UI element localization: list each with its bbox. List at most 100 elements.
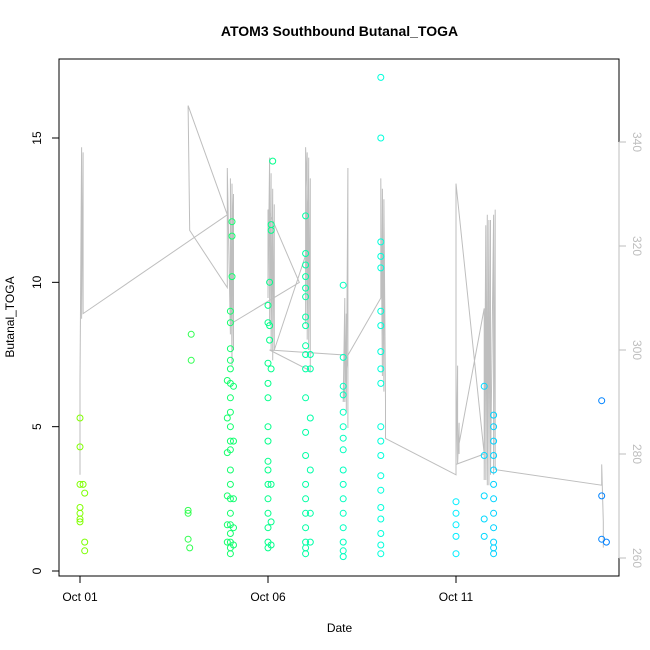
data-point [223, 449, 231, 457]
data-point [302, 550, 310, 558]
data-point [377, 264, 385, 272]
data-point [76, 504, 84, 511]
data-point [490, 411, 498, 419]
data-point [377, 541, 385, 549]
data-point [223, 414, 231, 422]
data-point [480, 382, 488, 390]
right-tick-label: 320 [630, 236, 644, 256]
y-tick-label: 15 [30, 131, 44, 145]
data-point [226, 394, 234, 402]
data-point [598, 397, 606, 405]
data-point [377, 322, 385, 330]
data-point [226, 423, 234, 431]
data-point [230, 382, 237, 390]
data-point [490, 509, 498, 517]
data-point [302, 480, 310, 488]
data-point [306, 414, 314, 422]
data-point [377, 307, 385, 315]
plot-frame [58, 58, 620, 577]
data-point [264, 524, 272, 532]
data-point [76, 480, 84, 488]
data-point [264, 457, 272, 465]
points-layer [76, 73, 610, 561]
data-point [302, 212, 310, 220]
data-point [339, 524, 347, 532]
data-point [377, 348, 385, 356]
data-point [339, 353, 347, 361]
data-point [480, 492, 488, 500]
chart-title: ATOM3 Southbound Butanal_TOGA [221, 23, 458, 39]
data-point [264, 423, 272, 431]
data-point [480, 532, 488, 540]
data-point [339, 466, 347, 474]
data-point [339, 509, 347, 517]
data-point [266, 336, 274, 344]
data-point [264, 480, 272, 488]
data-point [339, 495, 347, 503]
right-axis-line-series [79, 105, 604, 548]
data-point [226, 550, 234, 558]
data-point [377, 452, 385, 459]
data-point [306, 466, 314, 474]
data-point [339, 423, 347, 431]
y-axis-left: 0 5 10 15 [30, 131, 60, 574]
data-point [184, 506, 192, 514]
data-point [264, 379, 272, 387]
data-point [377, 365, 385, 373]
data-point [306, 509, 314, 517]
y-axis-title: Butanal_TOGA [3, 276, 17, 357]
y-axis-right: 260 280 300 320 340 [618, 132, 644, 568]
data-point [339, 553, 347, 561]
data-point [81, 538, 89, 546]
data-point [339, 281, 347, 289]
data-point [226, 480, 234, 488]
data-point [264, 394, 272, 402]
data-point [302, 293, 310, 301]
data-point [377, 515, 385, 523]
right-tick-label: 340 [630, 132, 644, 152]
x-tick-label: Oct 11 [439, 590, 474, 604]
data-point [377, 530, 385, 537]
data-point [480, 452, 488, 459]
data-point [264, 509, 272, 517]
data-point [452, 521, 460, 529]
data-point [184, 535, 192, 543]
data-point [490, 550, 498, 558]
data-point [490, 538, 498, 546]
data-point [302, 250, 310, 257]
data-point [264, 437, 272, 445]
data-point [76, 443, 84, 451]
right-tick-label: 280 [630, 444, 644, 464]
data-point [230, 495, 237, 503]
x-tick-label: Oct 06 [250, 590, 286, 604]
data-point [267, 226, 275, 234]
data-point [302, 394, 310, 402]
data-point [377, 472, 385, 480]
data-point [230, 524, 237, 532]
data-point [377, 238, 385, 246]
right-tick-label: 300 [630, 340, 644, 360]
data-point [490, 480, 498, 488]
data-point [226, 466, 234, 474]
data-point [302, 322, 310, 330]
data-point [76, 515, 84, 523]
data-point [302, 509, 310, 517]
data-point [302, 351, 310, 358]
data-point [490, 466, 498, 474]
data-point [339, 547, 347, 555]
data-point [302, 365, 310, 373]
data-point [226, 437, 234, 445]
data-point [186, 544, 194, 552]
data-point [339, 538, 347, 546]
data-point [339, 382, 347, 390]
data-point [226, 408, 234, 416]
data-point [377, 504, 385, 511]
data-point [598, 492, 606, 500]
data-point [81, 547, 89, 555]
data-point [266, 278, 274, 286]
x-axis: Oct 01 Oct 06 Oct 11 [62, 575, 474, 604]
data-point [226, 365, 234, 373]
data-point [490, 524, 498, 532]
data-point [302, 284, 310, 292]
data-point [339, 434, 347, 442]
